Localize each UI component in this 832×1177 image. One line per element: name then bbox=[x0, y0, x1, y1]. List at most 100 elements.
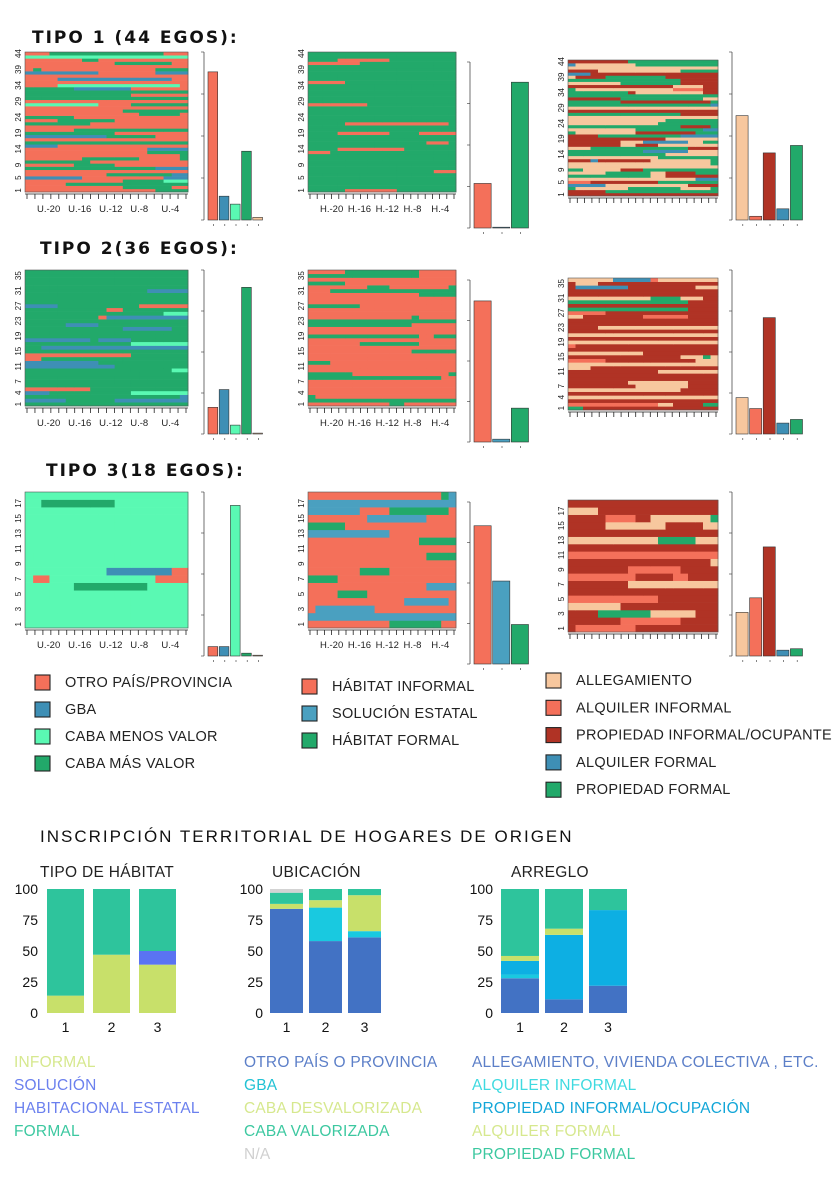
sequence-cell bbox=[337, 58, 390, 62]
sequence-cell bbox=[25, 160, 91, 164]
chart-legend-label: ALQUILER INFORMAL bbox=[472, 1077, 637, 1094]
sequence-cell bbox=[308, 144, 316, 148]
y-tick-label: 24 bbox=[297, 112, 306, 121]
sequence-cell bbox=[122, 185, 132, 190]
sequence-cell bbox=[315, 144, 375, 148]
y-tick-label: 23 bbox=[14, 316, 23, 325]
sequence-cell bbox=[575, 366, 591, 370]
sequence-cell bbox=[25, 125, 75, 129]
sequence-cell bbox=[139, 188, 156, 193]
y-tick-label: 1 bbox=[557, 192, 566, 197]
sequence-cell bbox=[568, 402, 614, 407]
sequence-cell bbox=[396, 176, 442, 180]
sequence-cell bbox=[367, 307, 383, 312]
sequence-cell bbox=[695, 544, 719, 552]
sequence-cell bbox=[308, 375, 316, 380]
sequence-cell bbox=[703, 522, 719, 530]
sequence-cell bbox=[49, 270, 99, 275]
habitat-bar-plot-2 bbox=[467, 279, 529, 448]
sequence-cell bbox=[665, 174, 711, 178]
sequence-cell bbox=[57, 67, 107, 72]
sequence-cell bbox=[703, 63, 719, 67]
x-tick-label: H.-8 bbox=[403, 418, 421, 429]
sequence-cell bbox=[147, 122, 189, 126]
sequence-cell bbox=[575, 344, 614, 348]
sequence-cell bbox=[568, 366, 576, 370]
sequence-cell bbox=[359, 507, 390, 515]
sequence-cell bbox=[568, 177, 614, 181]
sequence-cell bbox=[448, 567, 457, 576]
sequence-cell bbox=[396, 172, 412, 177]
sequence-cell bbox=[308, 522, 346, 531]
y-tick-label: 11 bbox=[557, 367, 566, 376]
sequence-cell bbox=[367, 575, 405, 583]
sequence-cell bbox=[568, 500, 606, 508]
y-tick-label: 14 bbox=[557, 149, 566, 158]
sequence-cell bbox=[65, 169, 124, 174]
sequence-cell bbox=[441, 55, 457, 59]
sequence-cell bbox=[426, 87, 457, 91]
x-tick-label: H.-16 bbox=[348, 418, 371, 429]
sequence-cell bbox=[315, 83, 375, 88]
sequence-cell bbox=[49, 288, 99, 293]
sequence-cell bbox=[163, 338, 189, 343]
sequence-cell bbox=[163, 398, 173, 403]
sequence-cell bbox=[25, 582, 75, 591]
sequence-cell bbox=[90, 296, 107, 301]
sequence-cell bbox=[665, 362, 681, 367]
sequence-cell bbox=[374, 83, 412, 88]
sequence-cell bbox=[130, 597, 140, 606]
sequence-cell bbox=[419, 270, 457, 275]
sequence-cell bbox=[695, 131, 719, 135]
sequence-cell bbox=[352, 387, 361, 392]
sequence-cell bbox=[163, 144, 173, 148]
sequence-cell bbox=[620, 351, 644, 356]
sequence-cell bbox=[628, 566, 681, 574]
sequence-cell bbox=[433, 368, 457, 373]
sequence-cell bbox=[315, 74, 338, 78]
sequence-cell bbox=[396, 80, 457, 85]
sequence-cell bbox=[680, 566, 719, 574]
sequence-cell bbox=[628, 358, 644, 363]
sequence-cell bbox=[82, 304, 140, 309]
sequence-cell bbox=[568, 278, 584, 282]
sequence-cell bbox=[25, 281, 67, 286]
housing-bar-plot-2 bbox=[729, 269, 803, 440]
sequence-cell bbox=[308, 93, 353, 97]
sequence-cell bbox=[382, 307, 420, 312]
sequence-cell bbox=[82, 597, 91, 606]
y-tick-label: 0 bbox=[255, 1005, 263, 1021]
sequence-cell bbox=[673, 377, 689, 381]
sequence-cell bbox=[389, 112, 449, 116]
sequence-cell bbox=[441, 387, 457, 392]
sequence-cell bbox=[598, 514, 606, 523]
sequence-cell bbox=[583, 186, 621, 191]
y-tick-label: 19 bbox=[557, 134, 566, 143]
sequence-cell bbox=[359, 345, 405, 350]
stacked-bar-segment bbox=[545, 928, 583, 935]
sequence-cell bbox=[396, 163, 412, 167]
sequence-cell bbox=[441, 375, 457, 380]
sequence-cell bbox=[114, 52, 124, 56]
sequence-cell bbox=[352, 134, 383, 139]
sequence-cell bbox=[598, 325, 636, 330]
sequence-cell bbox=[389, 185, 449, 190]
sequence-cell bbox=[583, 406, 621, 411]
sequence-cell bbox=[171, 492, 189, 500]
sequence-cell bbox=[25, 64, 58, 69]
sequence-cell bbox=[710, 162, 719, 166]
sequence-cell bbox=[419, 141, 427, 145]
y-tick-label: 5 bbox=[297, 175, 306, 180]
sequence-cell bbox=[448, 150, 457, 155]
sequence-cell bbox=[90, 514, 116, 523]
sequence-cell bbox=[389, 157, 435, 161]
sequence-cell bbox=[114, 122, 148, 126]
sequence-cell bbox=[122, 83, 181, 88]
sequence-cell bbox=[25, 597, 83, 606]
sequence-cell bbox=[598, 322, 636, 326]
sequence-cell bbox=[65, 99, 99, 104]
sequence-cell bbox=[308, 52, 316, 56]
sequence-cell bbox=[568, 514, 599, 523]
sequence-cell bbox=[65, 398, 99, 403]
sequence-cell bbox=[57, 292, 83, 297]
